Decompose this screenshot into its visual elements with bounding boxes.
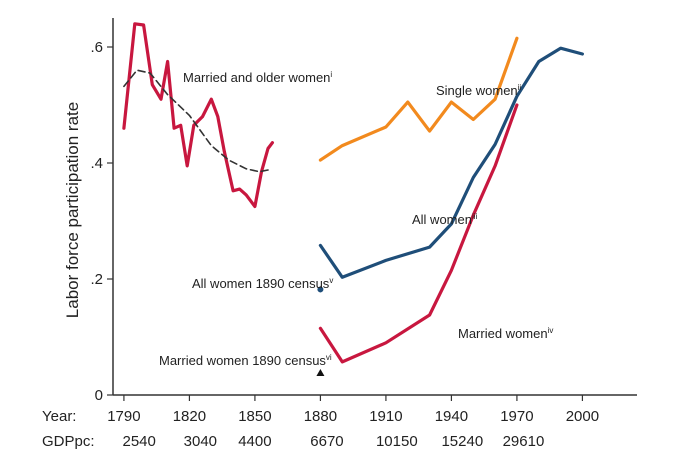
gdp-tick-label: 4400 xyxy=(238,433,271,450)
x-tick-label: 1820 xyxy=(173,408,206,425)
series-line-single-women xyxy=(318,36,519,162)
x-tick-label: 1850 xyxy=(238,408,271,425)
annotation-all-women-1890-census: All women 1890 censusv xyxy=(192,276,333,291)
gdp-tick-label: 3040 xyxy=(184,433,217,450)
year-row-label: Year: xyxy=(42,408,76,425)
x-tick-label: 1910 xyxy=(369,408,402,425)
annotations: Married and older womeni Single womenii … xyxy=(159,70,553,368)
x-tick-label: 1790 xyxy=(107,408,140,425)
series-line-all-women xyxy=(318,46,585,279)
annotation-married-women: Married womeniv xyxy=(458,326,553,341)
annotation-married-older-women: Married and older womeni xyxy=(183,70,332,85)
x-tick-label: 1940 xyxy=(435,408,468,425)
gdp-tick-label: 10150 xyxy=(376,433,418,450)
x-tick-label: 1880 xyxy=(304,408,337,425)
gdp-tick-label: 6670 xyxy=(310,433,343,450)
series-line-married-and-older-women xyxy=(122,22,274,209)
gdp-row-label: GDPpc: xyxy=(42,433,95,450)
x-tick-label: 1970 xyxy=(500,408,533,425)
gdp-axis: GDPpc: 2540 3040 4400 6670 10150 15240 29610 xyxy=(42,433,544,450)
year-axis: Year: 1790 1820 1850 1880 1910 1940 1970 2000 xyxy=(42,395,599,425)
marker-married-women-1890-census xyxy=(316,368,325,376)
y-tick-label: .6 xyxy=(90,39,103,56)
y-tick-label: .2 xyxy=(90,271,103,288)
x-tick-label: 2000 xyxy=(566,408,599,425)
annotation-single-women: Single womenii xyxy=(436,83,521,98)
y-tick-label: 0 xyxy=(95,387,103,404)
series-line-married-and-older-women-trend xyxy=(123,69,269,173)
y-tick-label: .4 xyxy=(90,155,103,172)
annotation-all-women: All womeniii xyxy=(412,212,478,227)
series-layer xyxy=(122,22,585,364)
annotation-married-women-1890-census: Married women 1890 censusvi xyxy=(159,353,332,368)
gdp-tick-label: 29610 xyxy=(503,433,545,450)
axes: 0 .2 .4 .6 Labor force participation rate xyxy=(63,18,637,404)
marker-all-women-1890-census xyxy=(317,286,324,293)
marker-layer xyxy=(316,286,325,376)
gdp-tick-label: 2540 xyxy=(123,433,156,450)
series-line-married-women xyxy=(318,103,519,364)
y-ticks: 0 .2 .4 .6 xyxy=(90,39,113,404)
y-axis-label: Labor force participation rate xyxy=(63,102,82,318)
gdp-tick-label: 15240 xyxy=(441,433,483,450)
